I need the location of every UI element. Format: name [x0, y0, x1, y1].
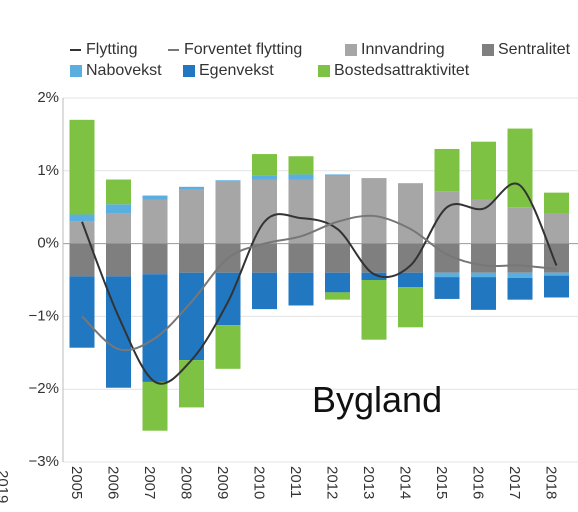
legend-swatch: [318, 65, 330, 77]
bar-segment: [142, 274, 168, 382]
legend-label: Bostedsattraktivitet: [334, 62, 470, 79]
bar-segment: [544, 272, 569, 276]
bar-segment: [142, 243, 168, 275]
bar-segment: [325, 243, 350, 273]
y-tick-label: 1%: [37, 162, 59, 179]
bar-segment: [544, 213, 569, 244]
bar-segment: [361, 178, 387, 244]
annotation: Bygland: [312, 379, 442, 420]
y-tick-label: −1%: [29, 307, 59, 324]
x-tick-label: 2013: [360, 466, 377, 499]
bar-segment: [507, 207, 533, 244]
bar-segment: [361, 280, 387, 340]
fragment-label: 2019: [0, 470, 11, 503]
x-tick-label: 2008: [178, 466, 195, 499]
x-tick-label: 2010: [251, 466, 268, 499]
bar-segment: [434, 148, 460, 192]
bar-segment: [142, 199, 168, 244]
bar-segment: [507, 243, 533, 273]
bar-segment: [252, 179, 277, 244]
y-tick-label: 2%: [37, 89, 59, 106]
bar-segment: [106, 213, 131, 244]
bar-segment: [434, 277, 460, 299]
bar-segment: [106, 204, 131, 214]
bar-segment: [179, 189, 204, 244]
legend-swatch: [183, 65, 195, 77]
bar-segment: [252, 243, 277, 273]
bar-segment: [288, 272, 314, 306]
x-tick-label: 2009: [214, 466, 231, 499]
y-tick-label: −2%: [29, 380, 59, 397]
bar-segment: [325, 272, 350, 293]
legend-swatch: [70, 65, 82, 77]
bar-segment: [179, 360, 204, 408]
bar-segment: [179, 186, 204, 189]
bar-segment: [142, 381, 168, 431]
bar-segment: [106, 243, 131, 277]
x-tick-label: 2017: [506, 466, 523, 499]
x-tick-label: 2012: [324, 466, 341, 499]
x-tick-label: 2011: [287, 466, 304, 498]
bar-segment: [361, 243, 387, 273]
bar-segment: [69, 243, 95, 277]
x-tick-label: 2007: [141, 466, 158, 499]
bar-segment: [215, 325, 241, 369]
y-tick-label: 0%: [37, 235, 59, 252]
legend-swatch: [482, 44, 494, 56]
x-tick-label: 2005: [68, 466, 85, 499]
bar-segment: [288, 156, 314, 175]
bar-segment: [69, 119, 95, 215]
plot: 2% 1% 0% −1% −2% −3% 2005 2006 2007 2008 2009 2010 2…: [29, 89, 578, 499]
bar-segment: [325, 175, 350, 244]
x-tick-label: 2018: [543, 466, 560, 499]
legend-label: Flytting: [86, 41, 138, 58]
bar-segment: [507, 272, 533, 278]
x-tick-label: 2016: [470, 466, 487, 499]
bar-segment: [361, 272, 387, 280]
bar-segment: [398, 272, 423, 288]
bar-segment: [252, 154, 277, 176]
bar-segment: [398, 243, 423, 273]
line-series: [81, 182, 558, 385]
bar-segment: [215, 181, 241, 244]
bar-segment: [288, 243, 314, 273]
bar-segment: [507, 277, 533, 300]
bar-segment: [544, 192, 569, 214]
bar-segment: [288, 174, 314, 180]
x-tick-label: 2014: [397, 466, 414, 499]
bar-segment: [69, 214, 95, 222]
legend-label: Innvandring: [361, 41, 445, 58]
y-tick-label: −3%: [29, 453, 59, 470]
legend-label: Forventet flytting: [184, 41, 302, 58]
legend-label: Sentralitet: [498, 41, 571, 58]
legend: Flytting Forventet flytting Innvandring Sen…: [70, 41, 571, 79]
bar-segment: [471, 243, 496, 273]
bar-segment: [106, 179, 131, 205]
bar-segment: [69, 221, 95, 244]
bar-segment: [179, 243, 204, 273]
line-series: [81, 214, 557, 352]
bar-segment: [69, 276, 95, 348]
legend-swatch: [345, 44, 357, 56]
x-tick-label: 2015: [433, 466, 450, 499]
bar-segment: [215, 180, 241, 182]
bar-segment: [471, 141, 496, 200]
bar-segment: [325, 174, 350, 176]
legend-label: Egenvekst: [199, 62, 274, 79]
bar-segment: [252, 175, 277, 180]
bar-segment: [434, 272, 460, 278]
bar-segment: [179, 272, 204, 361]
bar-segment: [471, 199, 496, 244]
bar-segment: [471, 272, 496, 278]
bar-segment: [398, 287, 423, 328]
bar-segment: [544, 275, 569, 298]
bar-segment: [471, 277, 496, 310]
bar-segment: [142, 195, 168, 200]
bar-segment: [325, 292, 350, 300]
bar-segment: [507, 128, 533, 208]
bar-segment: [252, 272, 277, 310]
legend-label: Nabovekst: [86, 62, 162, 79]
x-tick-label: 2006: [105, 466, 122, 499]
